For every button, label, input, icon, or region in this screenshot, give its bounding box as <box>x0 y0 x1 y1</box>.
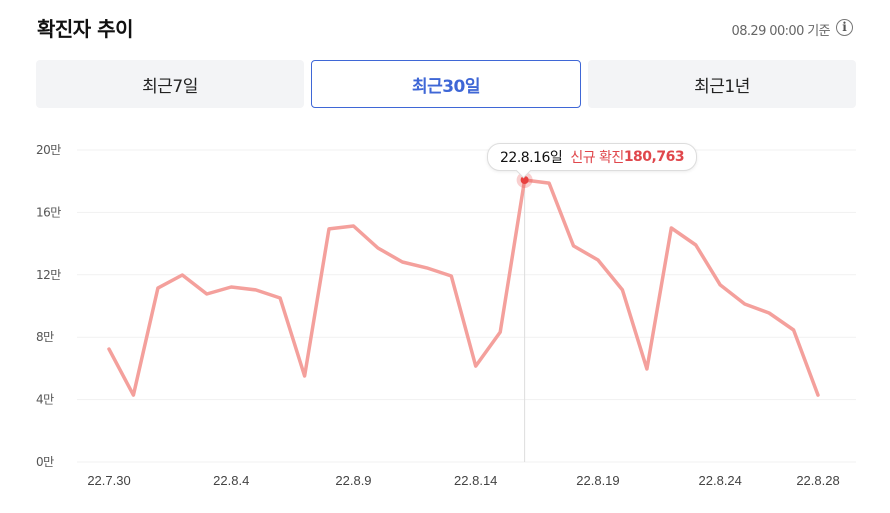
x-tick-label: 22.8.4 <box>213 473 249 488</box>
y-tick-label: 8만 <box>36 330 54 344</box>
y-tick-label: 4만 <box>36 393 54 407</box>
y-tick-label: 0만 <box>36 455 54 469</box>
x-tick-label: 22.8.28 <box>796 473 839 488</box>
tooltip-date: 22.8.16일 <box>500 150 563 166</box>
confirmed-cases-line <box>107 178 820 397</box>
x-tick-label: 22.7.30 <box>87 473 130 488</box>
x-tick-label: 22.8.19 <box>576 473 619 488</box>
x-tick-label: 22.8.14 <box>454 473 497 488</box>
tooltip-value: 180,763 <box>623 149 685 165</box>
period-tabs: 최근7일 최근30일 최근1년 <box>36 60 856 108</box>
tooltip-label: 신규 확진 <box>570 150 624 166</box>
grid-lines <box>77 149 856 463</box>
info-circle-icon[interactable]: i <box>836 19 853 36</box>
data-tooltip: 22.8.16일 신규 확진 180,763 <box>487 143 698 171</box>
y-tick-label: 12만 <box>36 268 61 282</box>
tab-1-year[interactable]: 최근1년 <box>588 60 856 108</box>
as-of-timestamp: 08.29 00:00 기준 <box>731 24 831 39</box>
x-axis-labels: 22.7.30 22.8.4 22.8.9 22.8.14 22.8.19 22.8.24… <box>87 473 839 488</box>
tab-30-days[interactable]: 최근30일 <box>311 60 581 108</box>
y-tick-label: 16만 <box>36 205 61 219</box>
page-title: 확진자 추이 <box>37 17 133 41</box>
y-axis-labels: 0만 4만 8만 12만 16만 20만 <box>36 143 62 469</box>
x-tick-label: 22.8.9 <box>335 473 371 488</box>
tab-7-days[interactable]: 최근7일 <box>36 60 304 108</box>
x-tick-label: 22.8.24 <box>699 473 742 488</box>
y-tick-label: 20만 <box>36 143 61 157</box>
